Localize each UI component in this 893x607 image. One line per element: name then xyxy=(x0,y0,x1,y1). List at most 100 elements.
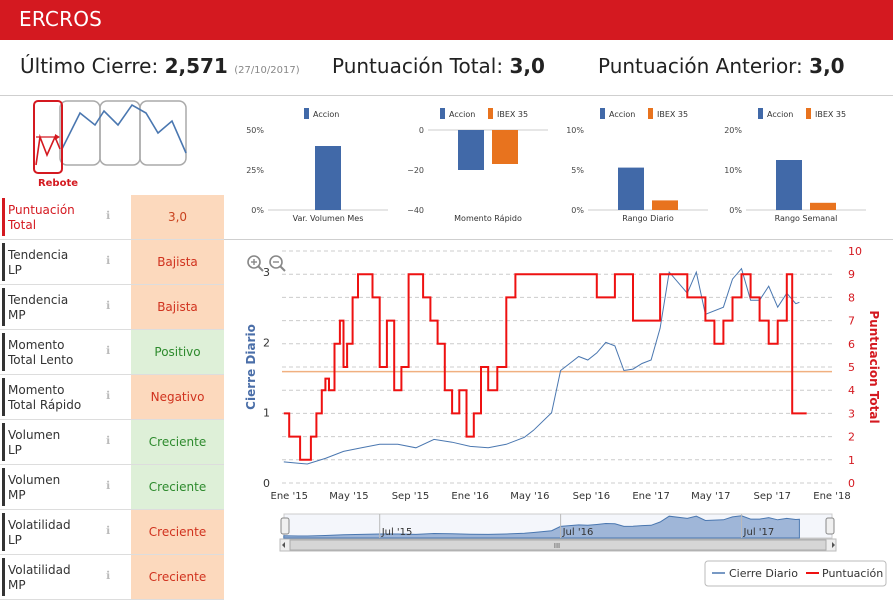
indicator-trend-mp[interactable]: Tendencia MP ℹ Bajista xyxy=(0,285,224,330)
indicator-value: 3,0 xyxy=(131,195,224,239)
indicator-value: Positivo xyxy=(131,330,224,374)
legend-swatch xyxy=(648,108,653,119)
mini-chart-2: Accion IBEX 35 0 −20 −40 Momento Rápido xyxy=(407,108,548,223)
legend-swatch xyxy=(440,108,445,119)
right-tick-label: 9 xyxy=(848,268,855,281)
indicator-trend-lp[interactable]: Tendencia LP ℹ Bajista xyxy=(0,240,224,285)
zoom-in-icon[interactable] xyxy=(247,255,264,272)
indicator-value: Negativo xyxy=(131,375,224,419)
navigator-handle-left[interactable] xyxy=(280,517,290,535)
indicator-value: Creciente xyxy=(131,420,224,464)
indicator-label: Momento xyxy=(8,383,65,397)
info-icon[interactable]: ℹ xyxy=(106,254,111,267)
app-header: ERCROS xyxy=(0,0,893,40)
x-tick-label: Ene '17 xyxy=(632,491,669,502)
y-tick-label: 25% xyxy=(246,166,264,175)
right-tick-label: 8 xyxy=(848,291,855,304)
info-icon[interactable]: ℹ xyxy=(106,524,111,537)
info-icon[interactable]: ℹ xyxy=(106,344,111,357)
right-tick-label: 2 xyxy=(848,431,855,444)
legend-swatch xyxy=(600,108,605,119)
left-axis-title: Cierre Diario xyxy=(244,324,258,410)
indicator-label: Volumen xyxy=(8,428,61,442)
previous-score: Puntuación Anterior: 3,0 xyxy=(598,54,845,78)
scroll-left-icon[interactable] xyxy=(282,542,285,548)
x-tick-label: May '15 xyxy=(329,491,368,502)
last-close: Último Cierre: 2,571 (27/10/2017) xyxy=(20,54,300,78)
total-score: Puntuación Total: 3,0 xyxy=(332,54,545,78)
scrollbar-thumb[interactable] xyxy=(289,539,827,551)
bar-ibex-35 xyxy=(492,130,518,164)
legend-label: IBEX 35 xyxy=(497,110,528,119)
bar-accion xyxy=(776,160,802,210)
zoom-out-icon[interactable] xyxy=(269,255,286,272)
x-tick-label: May '17 xyxy=(691,491,730,502)
indicator-volatility-mp[interactable]: Volatilidad MP ℹ Creciente xyxy=(0,555,224,600)
indicator-total-score[interactable]: Puntuación Total ℹ 3,0 xyxy=(0,195,224,240)
bar-ibex-35 xyxy=(810,202,836,210)
indicator-label-sub: Total xyxy=(8,218,37,232)
info-icon[interactable]: ℹ xyxy=(106,389,111,402)
navigator-tick-label: Jul '16 xyxy=(562,527,594,538)
chart-legend: Cierre Diario Puntuación xyxy=(704,560,887,587)
right-tick-label: 3 xyxy=(848,407,855,420)
navigator-series xyxy=(283,515,800,539)
y-tick-label: 0% xyxy=(571,206,584,215)
left-tick-label: 0 xyxy=(263,477,270,490)
y-tick-label: 0% xyxy=(729,206,742,215)
bar-accion xyxy=(618,167,644,210)
x-tick-label: May '16 xyxy=(510,491,549,502)
indicator-label-sub: LP xyxy=(8,533,22,547)
navigator[interactable]: Jul '15 Jul '16 Jul '17 xyxy=(283,513,833,539)
mini-charts-svg: Accion 50% 25% 0% Var. Volumen Mes Accion IBEX… xyxy=(246,108,866,223)
x-tick-label: Ene '15 xyxy=(271,491,308,502)
y-tick-label: 10% xyxy=(566,126,584,135)
mini-chart-3: Accion IBEX 35 10% 5% 0% Rango Diario xyxy=(566,108,708,223)
indicator-momentum-slow[interactable]: Momento Total Lento ℹ Positivo xyxy=(0,330,224,375)
indicator-volume-mp[interactable]: Volumen MP ℹ Creciente xyxy=(0,465,224,510)
x-tick-label: Sep '15 xyxy=(392,491,430,502)
right-tick-label: 4 xyxy=(848,384,855,397)
legend-label: IBEX 35 xyxy=(815,110,846,119)
last-close-date: (27/10/2017) xyxy=(234,65,300,76)
info-icon[interactable]: ℹ xyxy=(106,299,111,312)
indicator-label-sub: Total Rápido xyxy=(8,398,82,412)
indicator-label-sub: MP xyxy=(8,308,26,322)
info-icon[interactable]: ℹ xyxy=(106,569,111,582)
grid xyxy=(282,250,832,484)
scrollbar[interactable]: III xyxy=(279,538,837,552)
rebound-pattern-icon: Rebote xyxy=(33,100,187,189)
scroll-right-icon[interactable] xyxy=(832,542,835,548)
x-tick-label: Sep '17 xyxy=(754,491,792,502)
y-tick-label: 50% xyxy=(246,126,264,135)
navigator-handle-right[interactable] xyxy=(825,517,835,535)
indicator-label-sub: MP xyxy=(8,488,26,502)
indicator-label: Puntuación xyxy=(8,203,75,217)
x-tick-label: Ene '18 xyxy=(813,491,850,502)
indicator-label: Tendencia xyxy=(8,293,69,307)
y-tick-label: 5% xyxy=(571,166,584,175)
right-tick-label: 1 xyxy=(848,454,855,467)
previous-score-value: 3,0 xyxy=(809,54,845,78)
info-icon[interactable]: ℹ xyxy=(106,209,111,222)
indicator-value: Creciente xyxy=(131,555,224,599)
info-icon[interactable]: ℹ xyxy=(106,434,111,447)
right-tick-label: 6 xyxy=(848,338,855,351)
pattern-thumbnail: Rebote xyxy=(0,97,224,194)
last-close-value: 2,571 xyxy=(164,54,228,78)
navigator-tick-label: Jul '15 xyxy=(381,527,413,538)
indicator-label: Tendencia xyxy=(8,248,69,262)
info-icon[interactable]: ℹ xyxy=(106,479,111,492)
legend-label: Accion xyxy=(449,110,475,119)
navigator-tick-label: Jul '17 xyxy=(743,527,775,538)
right-tick-label: 7 xyxy=(848,315,855,328)
indicator-volume-lp[interactable]: Volumen LP ℹ Creciente xyxy=(0,420,224,465)
legend-swatch xyxy=(488,108,493,119)
series-puntuacion xyxy=(283,273,807,461)
indicator-volatility-lp[interactable]: Volatilidad LP ℹ Creciente xyxy=(0,510,224,555)
indicator-label: Volumen xyxy=(8,473,61,487)
right-axis-title: Puntuacion Total xyxy=(867,310,881,423)
x-tick-label: Ene '16 xyxy=(451,491,488,502)
indicator-momentum-fast[interactable]: Momento Total Rápido ℹ Negativo xyxy=(0,375,224,420)
mini-chart-title: Var. Volumen Mes xyxy=(293,214,364,223)
